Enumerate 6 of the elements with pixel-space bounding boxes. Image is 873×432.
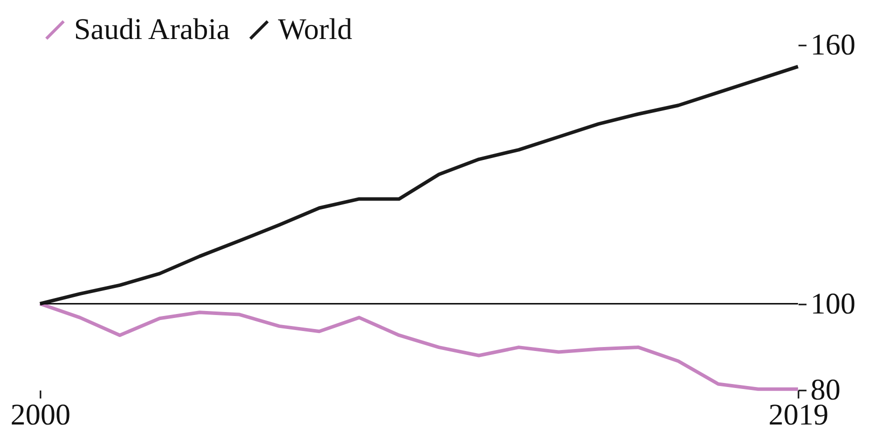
y-tick-label: 160 (810, 28, 856, 62)
x-tick-label: 2019 (768, 398, 828, 432)
legend-label: World (278, 13, 352, 46)
x-tick-label: 2000 (10, 398, 70, 432)
legend-label: Saudi Arabia (74, 13, 230, 46)
y-tick-label: 100 (810, 287, 856, 320)
